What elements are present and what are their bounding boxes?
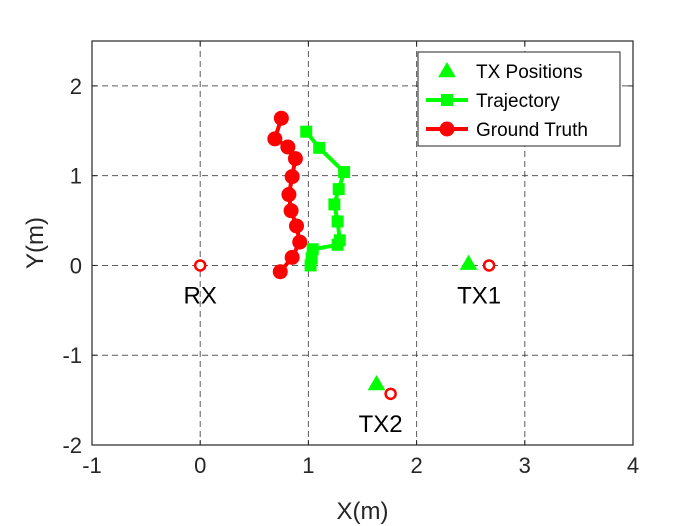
y-tick-label: 0 <box>70 253 82 278</box>
series-layer <box>267 110 478 391</box>
trajectory-point <box>331 238 344 251</box>
legend-marker-tx-positions <box>438 62 456 78</box>
tx1-marker <box>482 259 496 272</box>
x-tick-label: 1 <box>302 453 314 478</box>
tx2-label: TX2 <box>359 411 403 438</box>
ground-truth-point <box>273 110 289 126</box>
axes-box <box>91 40 634 446</box>
rx-marker <box>193 259 207 272</box>
legend-marker-ground-truth <box>439 121 455 137</box>
series-trajectory <box>300 125 351 272</box>
trajectory-point <box>300 125 313 138</box>
ground-truth-point <box>284 169 300 185</box>
series-ground-truth <box>267 110 308 280</box>
trajectory-point <box>313 141 326 154</box>
trajectory-point <box>304 259 317 272</box>
ground-truth-point <box>283 203 299 219</box>
ground-truth-point <box>287 151 303 167</box>
rx-label: RX <box>184 282 217 309</box>
ground-truth-point <box>281 187 297 203</box>
x-tick-label: 0 <box>194 453 206 478</box>
y-tick-label: 1 <box>70 164 82 189</box>
ground-truth-point <box>292 234 308 250</box>
ground-truth-point <box>272 264 288 280</box>
x-tick-label: 2 <box>410 453 422 478</box>
legend: TX Positions Trajectory Ground Truth <box>417 51 621 147</box>
x-tick-label: 3 <box>519 453 531 478</box>
tx2-marker <box>384 387 397 401</box>
x-tick-label: -1 <box>82 453 102 478</box>
trajectory-point <box>332 183 345 196</box>
x-axis-label: X(m) <box>337 498 389 525</box>
y-tick-label: -2 <box>62 433 82 458</box>
reference-points-layer: RX TX1 TX2 <box>184 259 501 438</box>
ground-truth-point <box>288 218 304 234</box>
y-tick-label: 2 <box>70 74 82 99</box>
x-tick-label: 4 <box>627 453 639 478</box>
ground-truth-point <box>284 249 300 265</box>
series-tx-positions <box>367 254 478 391</box>
ground-truth-point <box>280 139 296 155</box>
tx1-label: TX1 <box>457 282 501 309</box>
legend-label-ground-truth: Ground Truth <box>476 120 588 141</box>
legend-marker-trajectory <box>441 94 453 106</box>
legend-label-tx-positions: TX Positions <box>476 62 583 83</box>
ground-truth-point <box>267 131 283 147</box>
trajectory-point <box>328 198 341 211</box>
legend-entry-ground-truth: Ground Truth <box>426 120 588 141</box>
y-axis-label: Y(m) <box>22 217 49 269</box>
y-tick-label: -1 <box>62 343 82 368</box>
tx-positions-point <box>459 254 478 270</box>
trajectory-point <box>331 215 344 228</box>
legend-entry-trajectory: Trajectory <box>426 91 560 112</box>
legend-label-trajectory: Trajectory <box>476 91 560 112</box>
legend-entry-tx-positions: TX Positions <box>438 62 583 83</box>
trajectory-point <box>338 166 351 179</box>
tx-positions-point <box>367 374 386 391</box>
